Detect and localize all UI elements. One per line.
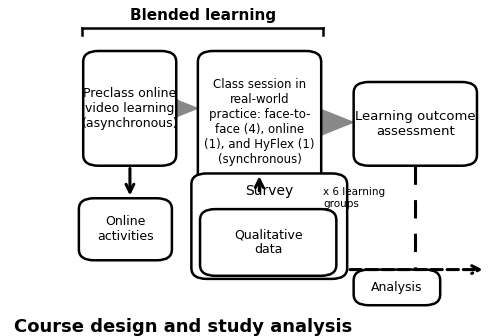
Text: Preclass online
video learning
(asynchronous): Preclass online video learning (asynchro…	[82, 87, 178, 130]
Text: Course design and study analysis: Course design and study analysis	[14, 318, 352, 336]
Polygon shape	[314, 107, 353, 138]
Text: Learning outcome
assessment: Learning outcome assessment	[355, 110, 476, 138]
FancyBboxPatch shape	[200, 209, 336, 276]
Text: Online
activities: Online activities	[97, 215, 154, 243]
Text: Qualitative
data: Qualitative data	[234, 228, 302, 256]
FancyBboxPatch shape	[192, 173, 347, 279]
FancyBboxPatch shape	[354, 269, 440, 305]
Text: Blended learning: Blended learning	[130, 8, 276, 23]
FancyBboxPatch shape	[198, 51, 321, 194]
Polygon shape	[158, 93, 198, 124]
FancyBboxPatch shape	[354, 82, 477, 166]
Text: Class session in
real-world
practice: face-to-
face (4), online
(1), and HyFlex : Class session in real-world practice: fa…	[204, 78, 315, 166]
Text: x 6 learning
groups: x 6 learning groups	[324, 187, 386, 209]
Text: Survey: Survey	[245, 183, 294, 198]
FancyBboxPatch shape	[83, 51, 176, 166]
FancyBboxPatch shape	[79, 198, 172, 260]
Text: Analysis: Analysis	[371, 281, 422, 294]
